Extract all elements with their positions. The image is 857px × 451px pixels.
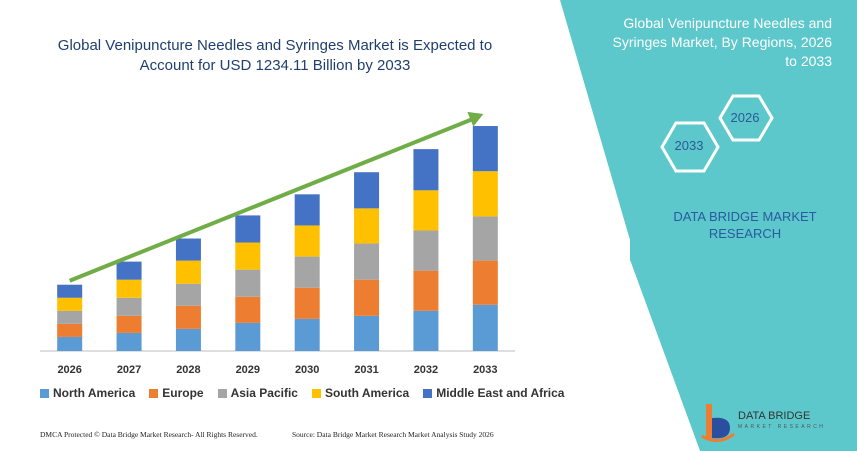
teal-panel xyxy=(543,0,857,451)
hex-end-year-label: 2033 xyxy=(674,138,704,153)
bar-segment-2032-4 xyxy=(413,149,439,191)
bar-segment-2027-3 xyxy=(116,279,142,298)
bar-segment-2033-2 xyxy=(472,216,498,261)
bar-segment-2033-1 xyxy=(472,260,498,305)
x-tick-label: 2032 xyxy=(414,364,438,376)
side-brand-line-2: RESEARCH xyxy=(708,226,782,241)
x-tick-label: 2031 xyxy=(354,364,378,376)
bar-segment-2028-1 xyxy=(175,305,201,329)
legend-swatch xyxy=(149,388,159,398)
bar-segment-2033-0 xyxy=(472,304,498,351)
chart-title-line-2: Account for USD 1234.11 Billion by 2033 xyxy=(139,57,411,74)
x-tick-label: 2033 xyxy=(473,364,497,376)
bar-segment-2030-1 xyxy=(294,287,320,319)
bar-segment-2032-0 xyxy=(413,310,439,351)
bar-segment-2029-4 xyxy=(235,215,261,243)
bar-segment-2027-1 xyxy=(116,315,142,333)
hexagon-2026-icon xyxy=(718,94,774,142)
bar-segment-2029-2 xyxy=(235,269,261,297)
hex-start-year-label: 2026 xyxy=(730,110,760,125)
legend-item: South America xyxy=(311,386,410,400)
bar-segment-2031-4 xyxy=(354,172,380,209)
x-tick-label: 2026 xyxy=(57,364,81,376)
x-tick-label: 2028 xyxy=(176,364,200,376)
bar-segment-2026-1 xyxy=(57,323,83,337)
legend-label: Middle East and Africa xyxy=(436,386,565,400)
legend-swatch xyxy=(217,388,227,398)
side-brand-text: DATA BRIDGE MARKET RESEARCH xyxy=(660,208,830,242)
footer-copyright: DMCA Protected © Data Bridge Market Rese… xyxy=(40,430,258,439)
chart-title-line-1: Global Venipuncture Needles and Syringes… xyxy=(57,37,493,54)
legend-item: Asia Pacific xyxy=(217,386,298,400)
bar-segment-2033-4 xyxy=(472,126,498,172)
bar-segment-2031-0 xyxy=(354,315,380,351)
bar-segment-2028-3 xyxy=(175,260,201,284)
data-bridge-logo-icon xyxy=(701,404,735,442)
bar-segment-2026-3 xyxy=(57,297,83,311)
trend-arrow-line xyxy=(68,116,477,283)
bar-segment-2032-3 xyxy=(413,190,439,231)
bar-segment-2029-3 xyxy=(235,242,261,270)
bar-segment-2032-2 xyxy=(413,230,439,271)
bar-segment-2026-2 xyxy=(57,310,83,324)
legend-item: Europe xyxy=(149,386,204,400)
bar-segment-2030-4 xyxy=(294,194,320,226)
trend-arrow-head-icon xyxy=(467,111,484,127)
legend-swatch xyxy=(423,388,433,398)
legend-swatch xyxy=(40,388,49,398)
logo-swoosh xyxy=(701,432,735,442)
side-title-line-3: to 2033 xyxy=(785,53,832,69)
bar-segment-2027-0 xyxy=(116,332,142,351)
bar-segment-2028-2 xyxy=(175,283,201,306)
side-title-line-1: Global Venipuncture Needles and xyxy=(623,15,832,31)
bar-segment-2031-1 xyxy=(354,279,380,316)
chart-title: Global Venipuncture Needles and Syringes… xyxy=(40,36,510,76)
legend-item: Middle East and Africa xyxy=(423,386,564,400)
white-arc-mask xyxy=(543,0,700,451)
legend-label: Asia Pacific xyxy=(230,386,298,400)
side-brand-line-1: DATA BRIDGE MARKET xyxy=(673,209,817,224)
bar-segment-2031-3 xyxy=(354,208,380,244)
logo-stem xyxy=(706,404,712,438)
bar-segment-2032-1 xyxy=(413,270,439,311)
legend-label: Europe xyxy=(162,386,204,400)
legend-label: North America xyxy=(53,386,136,400)
x-tick-label: 2030 xyxy=(295,364,319,376)
legend-item: North America xyxy=(40,386,135,400)
logo-tagline: MARKET RESEARCH xyxy=(738,424,826,430)
bar-segment-2030-3 xyxy=(294,225,320,257)
stacked-bar-chart: 2026 2027 2028 2029 2030 2031 2032 2033 xyxy=(40,111,515,376)
chart-legend: North America Europe Asia Pacific South Ame… xyxy=(40,386,564,400)
footer-source: Source: Data Bridge Market Research Mark… xyxy=(292,430,494,439)
x-tick-label: 2029 xyxy=(236,364,260,376)
x-tick-label: 2027 xyxy=(117,364,141,376)
legend-swatch xyxy=(311,388,321,398)
legend-label: South America xyxy=(324,386,410,400)
logo-bowl xyxy=(712,417,730,439)
bar-segment-2033-3 xyxy=(472,171,498,217)
bar-segment-2027-4 xyxy=(116,261,142,280)
bar-segment-2030-0 xyxy=(294,318,320,351)
bar-segment-2031-2 xyxy=(354,243,380,280)
bar-segment-2028-0 xyxy=(175,328,201,351)
side-panel-title: Global Venipuncture Needles and Syringes… xyxy=(560,14,832,71)
logo-name: DATA BRIDGE xyxy=(738,410,811,422)
side-title-line-2: Syringes Market, By Regions, 2026 xyxy=(612,34,832,50)
bar-segment-2029-0 xyxy=(235,322,261,351)
bar-segment-2029-1 xyxy=(235,296,261,323)
bar-segment-2026-0 xyxy=(57,336,83,351)
bar-segment-2028-4 xyxy=(175,238,201,261)
bar-segment-2030-2 xyxy=(294,256,320,288)
bar-segment-2027-2 xyxy=(116,297,142,316)
hexagon-2033-icon xyxy=(660,121,720,173)
bar-segment-2026-4 xyxy=(57,284,83,298)
